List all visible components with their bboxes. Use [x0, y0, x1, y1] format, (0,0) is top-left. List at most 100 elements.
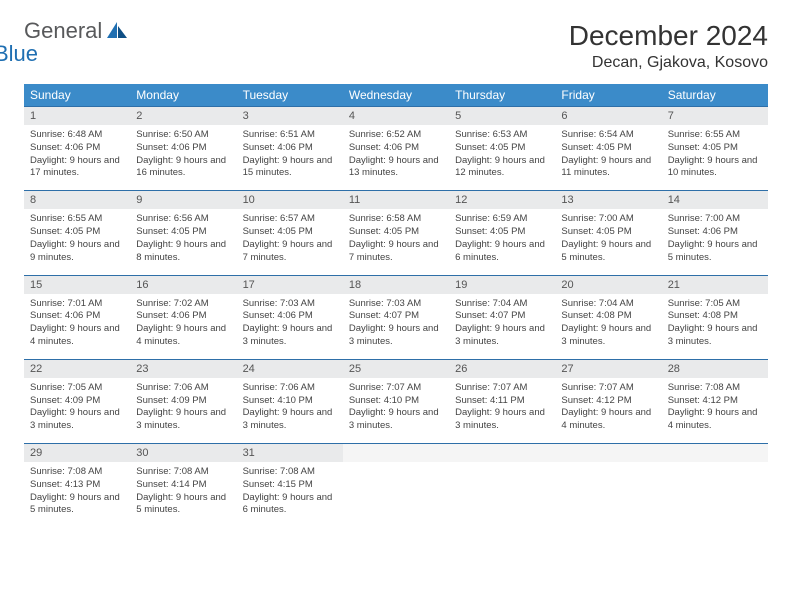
daynum-row: 22232425262728 [24, 359, 768, 378]
daylight-line: Daylight: 9 hours and 4 minutes. [561, 407, 655, 433]
day-info: Sunrise: 7:04 AMSunset: 4:08 PMDaylight:… [555, 294, 661, 360]
day-number: 9 [130, 191, 236, 210]
daylight-line: Daylight: 9 hours and 5 minutes. [30, 492, 124, 518]
day-number: 8 [24, 191, 130, 210]
day-info [662, 462, 768, 527]
day-number: 3 [237, 107, 343, 126]
sunset-line: Sunset: 4:07 PM [455, 310, 549, 323]
sunset-line: Sunset: 4:10 PM [349, 395, 443, 408]
daylight-line: Daylight: 9 hours and 12 minutes. [455, 155, 549, 181]
sunset-line: Sunset: 4:09 PM [136, 395, 230, 408]
day-info: Sunrise: 6:48 AMSunset: 4:06 PMDaylight:… [24, 125, 130, 191]
day-number: 18 [343, 275, 449, 294]
info-row: Sunrise: 7:01 AMSunset: 4:06 PMDaylight:… [24, 294, 768, 360]
daylight-line: Daylight: 9 hours and 3 minutes. [136, 407, 230, 433]
sunrise-line: Sunrise: 6:54 AM [561, 129, 655, 142]
day-info: Sunrise: 7:06 AMSunset: 4:10 PMDaylight:… [237, 378, 343, 444]
sunrise-line: Sunrise: 7:04 AM [455, 298, 549, 311]
sunset-line: Sunset: 4:06 PM [349, 142, 443, 155]
day-info [449, 462, 555, 527]
dow-cell: Monday [130, 84, 236, 107]
day-info: Sunrise: 7:07 AMSunset: 4:12 PMDaylight:… [555, 378, 661, 444]
day-info: Sunrise: 7:07 AMSunset: 4:10 PMDaylight:… [343, 378, 449, 444]
day-number: 29 [24, 444, 130, 463]
month-title: December 2024 [569, 20, 768, 52]
sunset-line: Sunset: 4:14 PM [136, 479, 230, 492]
sunrise-line: Sunrise: 7:07 AM [561, 382, 655, 395]
daylight-line: Daylight: 9 hours and 3 minutes. [561, 323, 655, 349]
daylight-line: Daylight: 9 hours and 11 minutes. [561, 155, 655, 181]
sunrise-line: Sunrise: 7:03 AM [349, 298, 443, 311]
info-row: Sunrise: 6:48 AM Sunset: 4:06 PM Daylight:… [24, 125, 768, 191]
sunset-line: Sunset: 4:05 PM [455, 226, 549, 239]
dow-row: SundayMondayTuesdayWednesdayThursdayFrid… [24, 84, 768, 107]
day-info: Sunrise: 7:04 AMSunset: 4:07 PMDaylight:… [449, 294, 555, 360]
sunrise-line: Sunrise: 7:02 AM [136, 298, 230, 311]
daylight-line: Daylight: 9 hours and 6 minutes. [455, 239, 549, 265]
day-number: 13 [555, 191, 661, 210]
daylight-line: Daylight: 9 hours and 9 minutes. [30, 239, 124, 265]
day-info: Sunrise: 7:07 AMSunset: 4:11 PMDaylight:… [449, 378, 555, 444]
sunrise-line: Sunrise: 6:48 AM [30, 129, 124, 142]
day-number: 17 [237, 275, 343, 294]
sunrise-line: Sunrise: 7:08 AM [243, 466, 337, 479]
day-number: 14 [662, 191, 768, 210]
dow-cell: Wednesday [343, 84, 449, 107]
day-info: Sunrise: 7:08 AMSunset: 4:15 PMDaylight:… [237, 462, 343, 527]
sunset-line: Sunset: 4:05 PM [668, 142, 762, 155]
day-info: Sunrise: 6:57 AMSunset: 4:05 PMDaylight:… [237, 209, 343, 275]
day-info: Sunrise: 6:50 AMSunset: 4:06 PMDaylight:… [130, 125, 236, 191]
sunrise-line: Sunrise: 7:00 AM [561, 213, 655, 226]
day-info: Sunrise: 6:51 AMSunset: 4:06 PMDaylight:… [237, 125, 343, 191]
day-info: Sunrise: 7:05 AMSunset: 4:09 PMDaylight:… [24, 378, 130, 444]
sunrise-line: Sunrise: 7:08 AM [136, 466, 230, 479]
daylight-line: Daylight: 9 hours and 3 minutes. [455, 407, 549, 433]
sunset-line: Sunset: 4:08 PM [668, 310, 762, 323]
day-number: 28 [662, 359, 768, 378]
day-number [449, 444, 555, 463]
sunrise-line: Sunrise: 7:06 AM [243, 382, 337, 395]
sunset-line: Sunset: 4:06 PM [136, 142, 230, 155]
sunset-line: Sunset: 4:12 PM [668, 395, 762, 408]
day-info: Sunrise: 7:08 AMSunset: 4:12 PMDaylight:… [662, 378, 768, 444]
dow-cell: Tuesday [237, 84, 343, 107]
day-number: 24 [237, 359, 343, 378]
daylight-line: Daylight: 9 hours and 7 minutes. [349, 239, 443, 265]
day-info [343, 462, 449, 527]
daylight-line: Daylight: 9 hours and 3 minutes. [349, 407, 443, 433]
sunrise-line: Sunrise: 7:07 AM [455, 382, 549, 395]
day-number: 27 [555, 359, 661, 378]
daylight-line: Daylight: 9 hours and 3 minutes. [668, 323, 762, 349]
day-info: Sunrise: 7:02 AMSunset: 4:06 PMDaylight:… [130, 294, 236, 360]
day-number: 4 [343, 107, 449, 126]
daylight-line: Daylight: 9 hours and 17 minutes. [30, 155, 124, 181]
day-number: 26 [449, 359, 555, 378]
day-number: 15 [24, 275, 130, 294]
info-row: Sunrise: 6:55 AMSunset: 4:05 PMDaylight:… [24, 209, 768, 275]
day-number [343, 444, 449, 463]
day-info: Sunrise: 7:00 AMSunset: 4:06 PMDaylight:… [662, 209, 768, 275]
daylight-line: Daylight: 9 hours and 3 minutes. [349, 323, 443, 349]
header: General Blue December 2024 Decan, Gjakov… [24, 20, 768, 72]
sunrise-line: Sunrise: 6:50 AM [136, 129, 230, 142]
day-number: 23 [130, 359, 236, 378]
day-info: Sunrise: 7:08 AMSunset: 4:14 PMDaylight:… [130, 462, 236, 527]
day-number [662, 444, 768, 463]
day-info: Sunrise: 6:55 AMSunset: 4:05 PMDaylight:… [24, 209, 130, 275]
daylight-line: Daylight: 9 hours and 4 minutes. [136, 323, 230, 349]
sunrise-line: Sunrise: 6:51 AM [243, 129, 337, 142]
daylight-line: Daylight: 9 hours and 5 minutes. [668, 239, 762, 265]
sunset-line: Sunset: 4:05 PM [136, 226, 230, 239]
daynum-row: 1234567 [24, 107, 768, 126]
sunset-line: Sunset: 4:12 PM [561, 395, 655, 408]
day-info: Sunrise: 7:08 AMSunset: 4:13 PMDaylight:… [24, 462, 130, 527]
daylight-line: Daylight: 9 hours and 3 minutes. [30, 407, 124, 433]
sunrise-line: Sunrise: 7:05 AM [668, 298, 762, 311]
daylight-line: Daylight: 9 hours and 8 minutes. [136, 239, 230, 265]
daylight-line: Daylight: 9 hours and 7 minutes. [243, 239, 337, 265]
day-info: Sunrise: 6:58 AMSunset: 4:05 PMDaylight:… [343, 209, 449, 275]
day-info: Sunrise: 6:54 AMSunset: 4:05 PMDaylight:… [555, 125, 661, 191]
sunrise-line: Sunrise: 7:07 AM [349, 382, 443, 395]
sunrise-line: Sunrise: 7:00 AM [668, 213, 762, 226]
day-number: 25 [343, 359, 449, 378]
